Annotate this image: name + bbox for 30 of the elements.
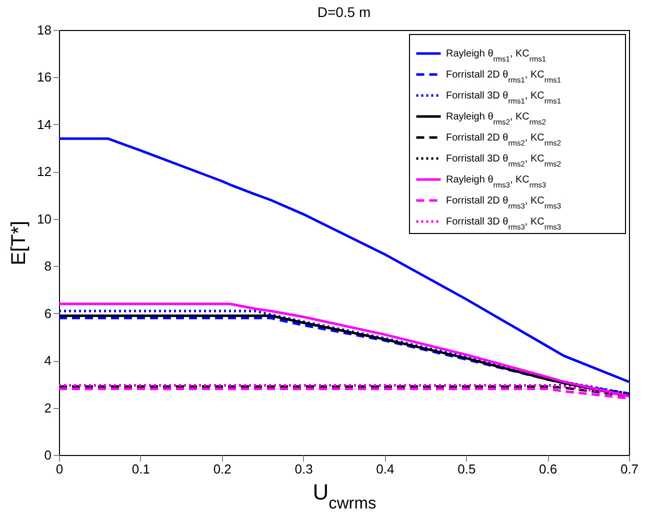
x-tick-label: 0.1: [132, 462, 150, 476]
legend-label: Rayleigh θ$_{rms3}$, KC$_{rms3}$: [446, 174, 546, 189]
y-tick-label: 14: [37, 116, 52, 132]
x-tick-label: 0.6: [539, 462, 558, 476]
y-tick-label: 8: [44, 258, 52, 274]
legend-label: Rayleigh θ$_{rms1}$, KC$_{rms1}$: [446, 48, 546, 63]
legend-label: Forristall 3D θ$_{rms3}$, KC$_{rms3}$: [446, 216, 562, 231]
legend-label: Forristall 2D θ$_{rms3}$, KC$_{rms3}$: [446, 196, 562, 210]
y-tick-label: 16: [37, 70, 52, 85]
legend-label: Forristall 3D θ$_{rms2}$, KC$_{rms2}$: [446, 154, 562, 168]
x-tick-label: 0.7: [620, 462, 639, 476]
x-tick-label: 0.2: [213, 462, 232, 476]
x-tick-label: 0: [56, 462, 64, 476]
y-tick-label: 12: [37, 164, 52, 180]
y-tick-label: 10: [37, 211, 52, 226]
legend-label: Rayleigh θ$_{rms2}$, KC$_{rms2}$: [446, 112, 546, 126]
x-tick-label: 0.3: [294, 462, 313, 476]
y-tick-label: 18: [37, 22, 52, 38]
x-tick-label: 0.5: [458, 462, 476, 476]
y-tick-label: 4: [44, 353, 52, 368]
legend-label: Forristall 2D θ$_{rms2}$, KC$_{rms2}$: [446, 132, 562, 147]
y-axis-title: E[T*]: [8, 220, 30, 266]
chart-title: D=0.5 m: [317, 4, 371, 20]
legend-label: Forristall 3D θ$_{rms1}$, KC$_{rms1}$: [446, 90, 562, 105]
y-tick-label: 2: [44, 400, 52, 416]
x-axis-title: U$_{cwrms}$: [312, 480, 376, 512]
y-tick-label: 6: [44, 306, 52, 321]
legend-label: Forristall 2D θ$_{rms1}$, KC$_{rms1}$: [446, 70, 562, 84]
y-tick-label: 0: [44, 448, 52, 462]
x-tick-label: 0.4: [376, 462, 394, 476]
